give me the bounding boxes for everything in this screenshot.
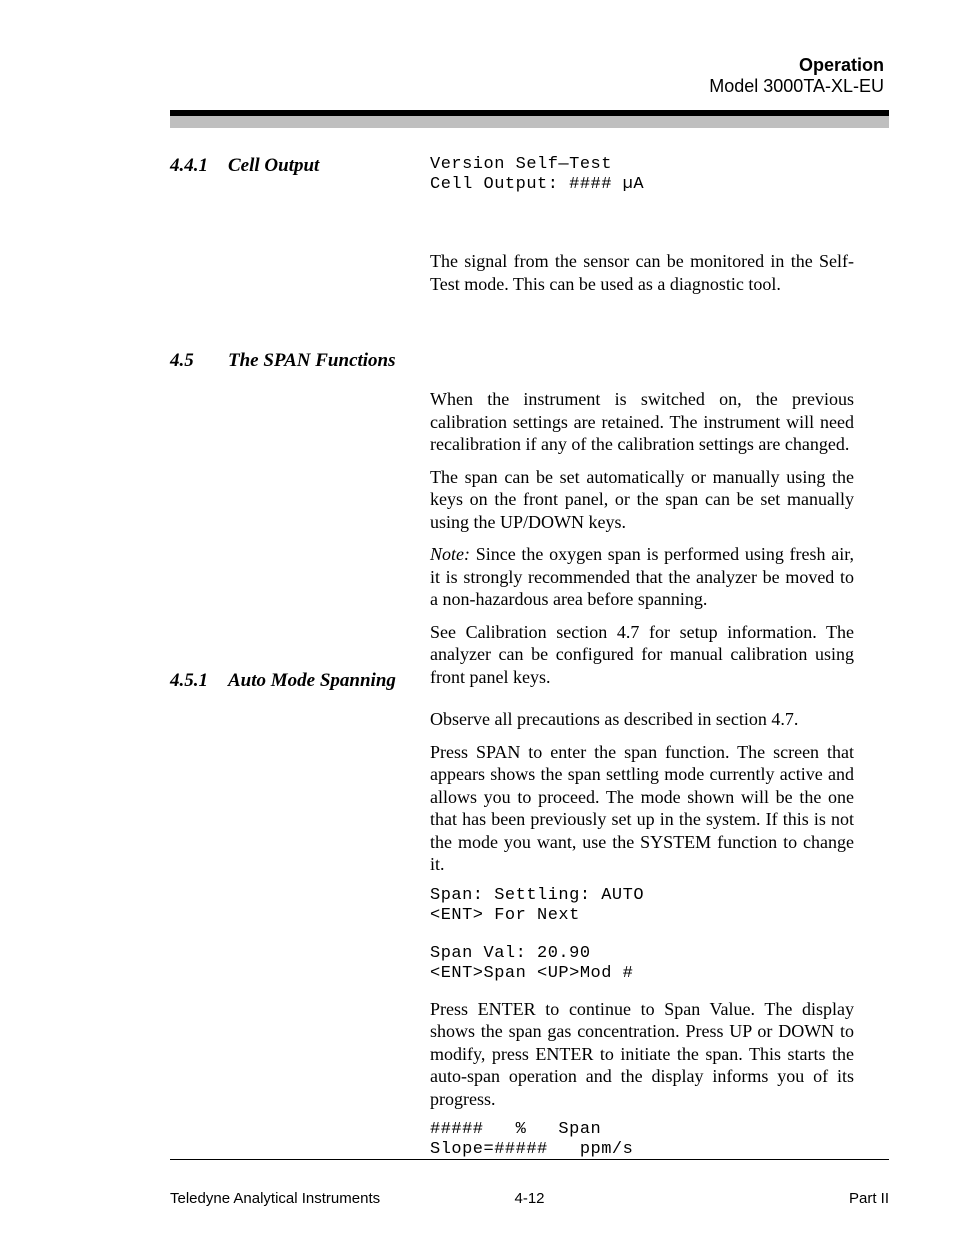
- rule-gray: [170, 116, 889, 128]
- heading-number: 4.4.1: [170, 155, 228, 177]
- heading-number: 4.5: [170, 350, 228, 372]
- section-heading-4-4-1: 4.4.1Cell Output: [170, 155, 415, 177]
- lcd-display-slope: ##### % Span Slope=##### ppm/s: [430, 1120, 854, 1160]
- content-area: 4.4.1Cell Output Version Self—Test Cell …: [170, 140, 854, 1125]
- header-subtitle: Model 3000TA-XL-EU: [709, 76, 884, 97]
- running-header: Operation Model 3000TA-XL-EU: [709, 55, 884, 96]
- para-cell-output: The signal from the sensor can be monito…: [430, 250, 854, 295]
- lcd-display-span-settling: Span: Settling: AUTO <ENT> For Next: [430, 886, 854, 926]
- lcd-display-cell-output: Version Self—Test Cell Output: #### µA: [430, 155, 854, 195]
- lcd-display-span-val: Span Val: 20.90 <ENT>Span <UP>Mod #: [430, 944, 854, 984]
- section-body-4-5-1: Observe all precautions as described in …: [430, 708, 854, 1160]
- para-span-2: The span can be set automatically or man…: [430, 466, 854, 534]
- para-auto-3: Press ENTER to continue to Span Value. T…: [430, 998, 854, 1111]
- note-label: Note:: [430, 544, 470, 564]
- section-body-4-5: When the instrument is switched on, the …: [430, 388, 854, 698]
- heading-text: Cell Output: [228, 155, 319, 176]
- footer-right: Part II: [849, 1190, 889, 1207]
- footer-rule: [170, 1159, 889, 1161]
- section-heading-4-5: 4.5The SPAN Functions: [170, 350, 415, 372]
- header-rule: [170, 110, 889, 128]
- heading-text: Auto Mode Spanning: [228, 670, 396, 691]
- para-span-3: See Calibration section 4.7 for setup in…: [430, 621, 854, 689]
- section-heading-4-5-1: 4.5.1Auto Mode Spanning: [170, 670, 415, 692]
- header-title: Operation: [709, 55, 884, 76]
- note-span: Note: Since the oxygen span is performed…: [430, 543, 854, 611]
- heading-number: 4.5.1: [170, 670, 228, 692]
- footer-page-number: 4-12: [170, 1190, 889, 1207]
- para-auto-1: Observe all precautions as described in …: [430, 708, 854, 731]
- para-span-1: When the instrument is switched on, the …: [430, 388, 854, 456]
- para-auto-2: Press SPAN to enter the span function. T…: [430, 741, 854, 876]
- page: Operation Model 3000TA-XL-EU 4.4.1Cell O…: [0, 0, 954, 1235]
- heading-text: The SPAN Functions: [228, 350, 396, 371]
- note-text: Since the oxygen span is performed using…: [430, 544, 854, 609]
- section-body-4-4-1: Version Self—Test Cell Output: #### µA T…: [430, 155, 854, 305]
